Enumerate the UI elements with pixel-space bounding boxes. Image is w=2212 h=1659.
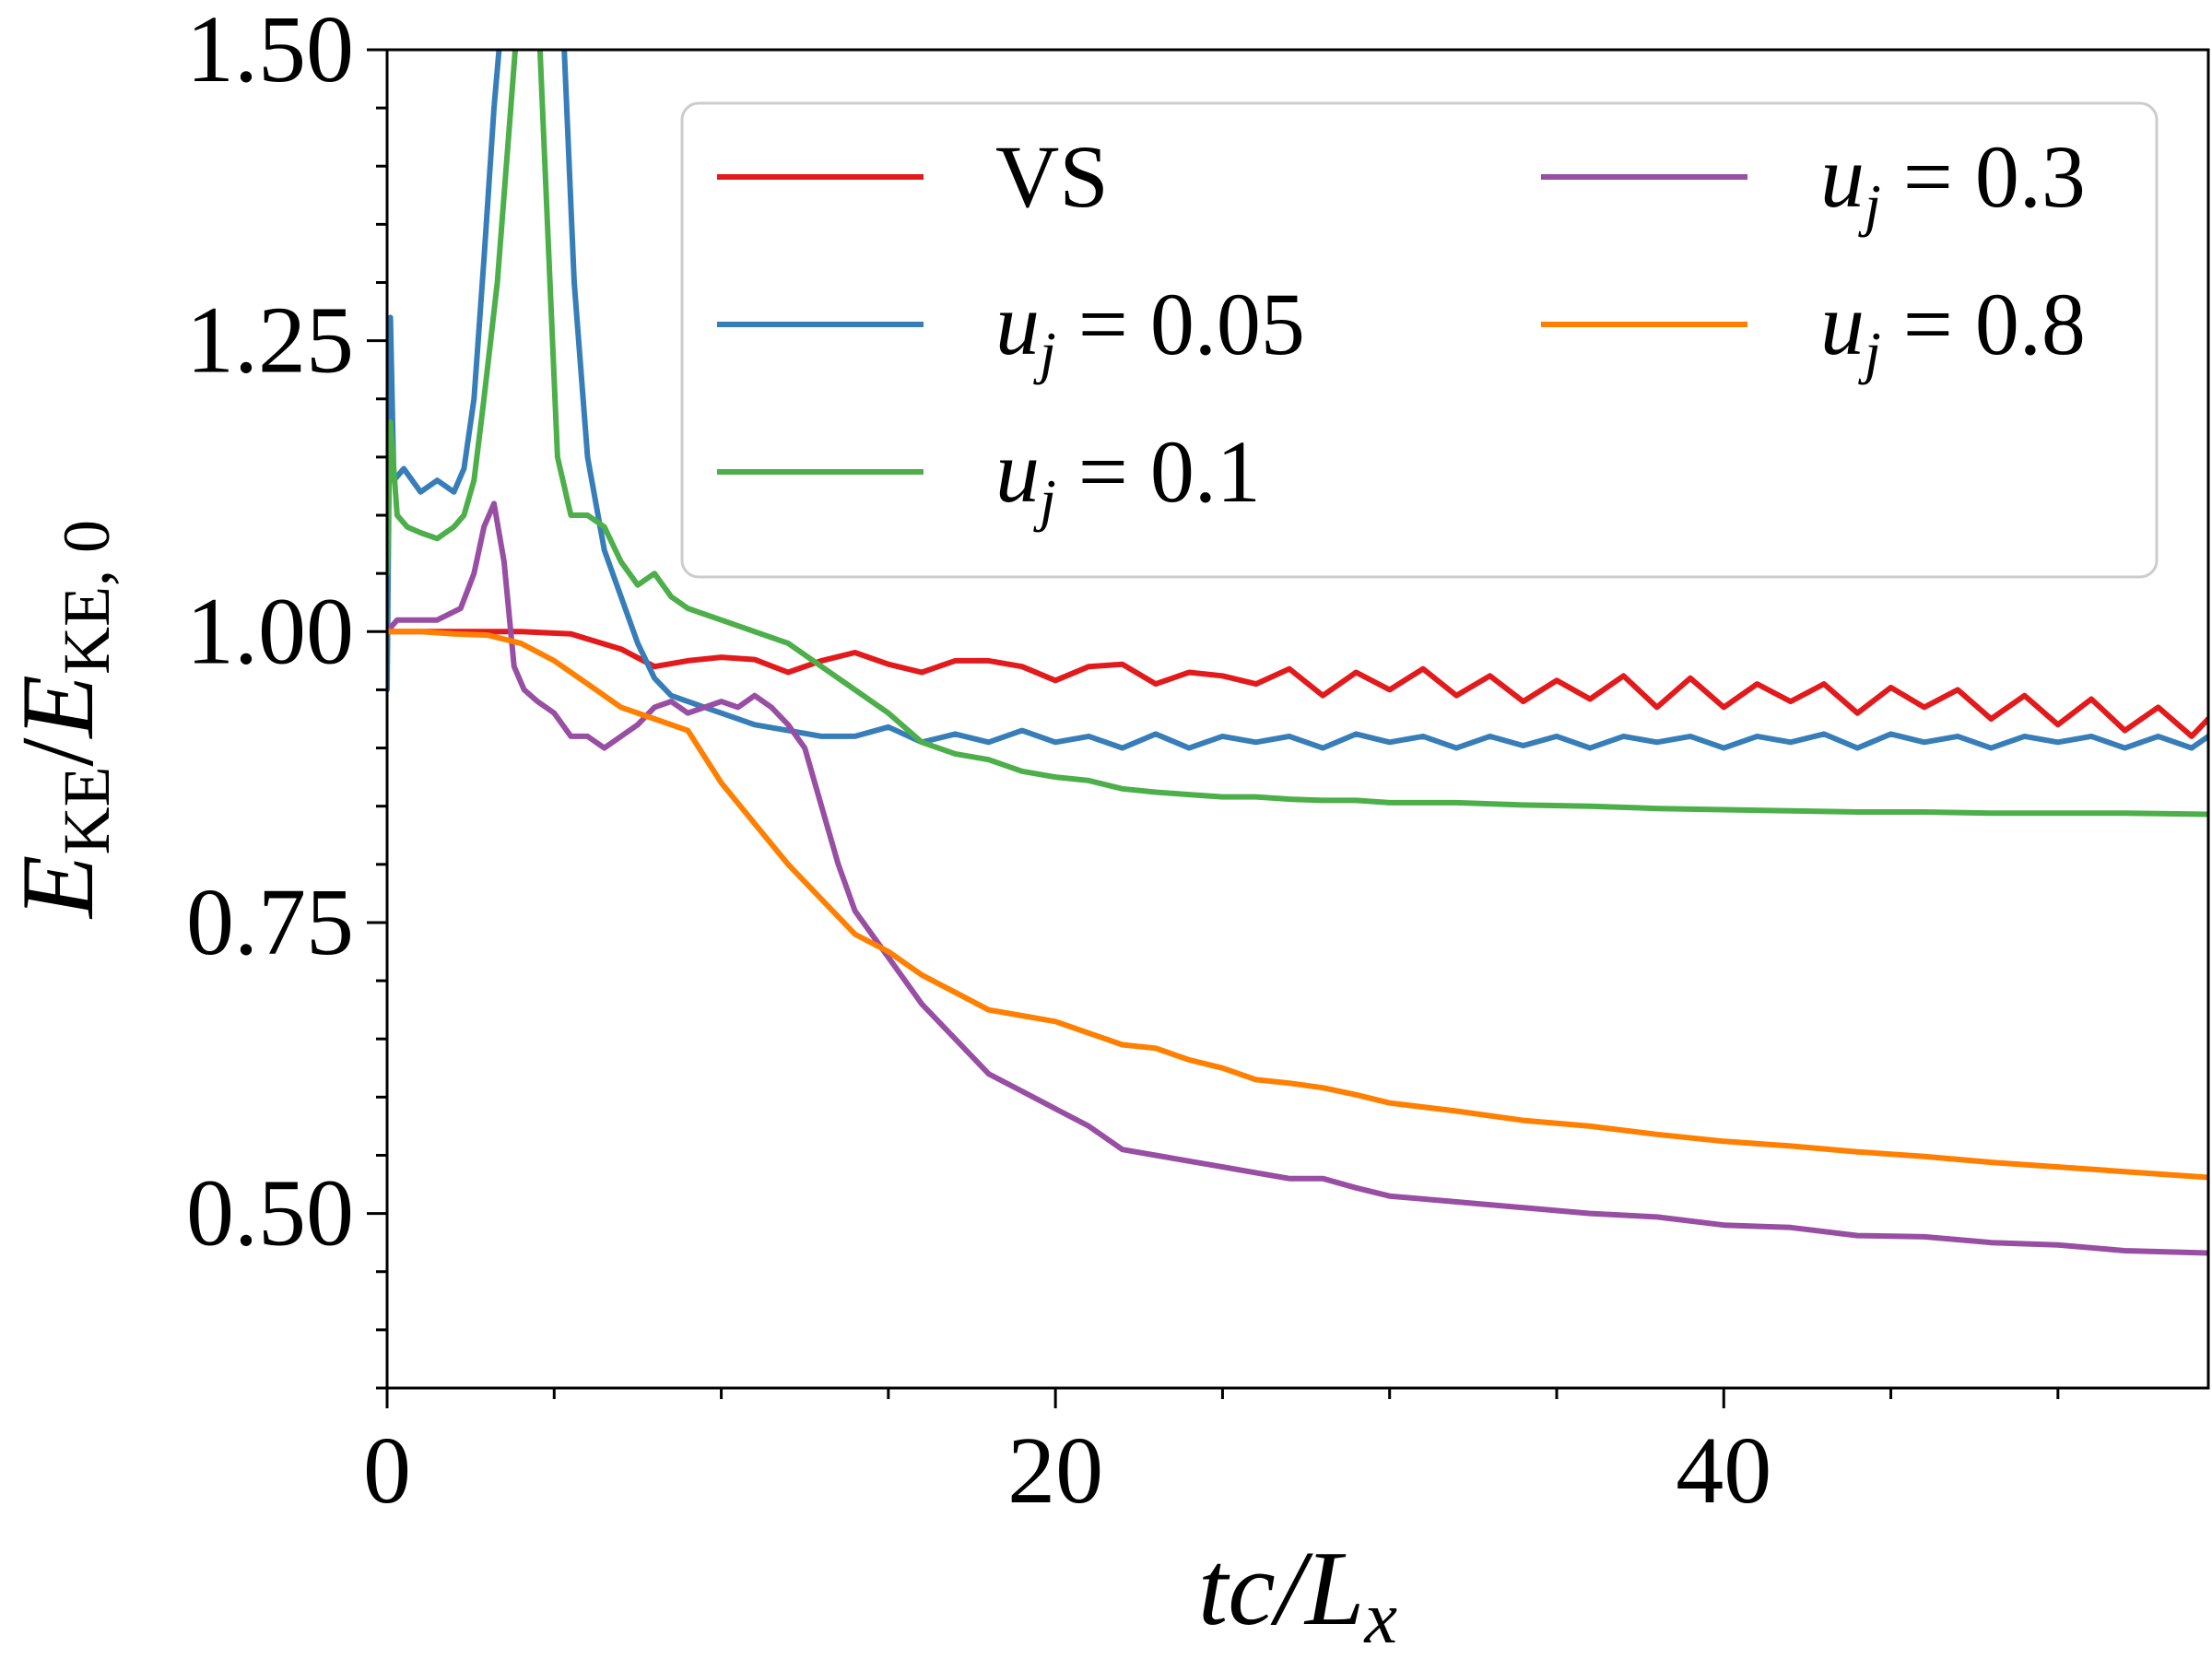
y-tick-label: 1.50	[186, 0, 354, 102]
x-label-sub: x	[1363, 1578, 1397, 1659]
series-line-vs	[387, 629, 2208, 739]
tick-layer: 0.50 0.75 1.00 1.25 1.50 0 20 40	[186, 0, 2060, 1524]
legend-entry-uj-08: uj = 0.8	[1541, 275, 2086, 385]
series-line-u-j-0-8	[387, 629, 2208, 1181]
series-line-u-j-0-1	[387, 50, 2208, 818]
y-label-den-sub: KE, 0	[50, 520, 124, 675]
series-layer	[387, 50, 2208, 1256]
legend-box	[680, 101, 2159, 579]
series-line-u-j-0-05	[387, 50, 2208, 751]
y-tick-label: 0.50	[186, 1160, 354, 1266]
legend-label-uj-01: uj = 0.1	[995, 422, 1261, 533]
x-tick-label: 40	[1676, 1418, 1771, 1524]
legend: VS uj = 0.05 uj = 0.1 uj = 0.3 uj = 0.8	[680, 101, 2159, 579]
legend-entry-uj-01: uj = 0.1	[717, 422, 1261, 533]
x-label-main: tc/L	[1198, 1530, 1364, 1648]
legend-label-uj-005: uj = 0.05	[995, 275, 1305, 385]
legend-entry-uj-03: uj = 0.3	[1541, 127, 2086, 238]
y-label-num-sub: KE	[50, 767, 124, 855]
legend-label-uj-03: uj = 0.3	[1820, 127, 2086, 238]
axes-frame	[385, 48, 2210, 1390]
legend-label-uj-08: uj = 0.8	[1820, 275, 2086, 385]
x-axis-label: tc/Lx	[1198, 1530, 1397, 1659]
series-line-u-j-0-3	[387, 500, 2208, 1256]
legend-entry-uj-005: uj = 0.05	[717, 275, 1305, 385]
y-label-num: E	[1, 855, 115, 920]
y-tick-label: 1.25	[186, 288, 354, 394]
legend-label-vs: VS	[995, 127, 1109, 226]
y-tick-label: 1.00	[186, 578, 354, 684]
y-axis-label: EKE/EKE, 0	[1, 520, 124, 920]
x-tick-label: 0	[363, 1418, 411, 1524]
x-tick-label: 20	[1007, 1418, 1103, 1524]
y-tick-label: 0.75	[186, 869, 354, 975]
legend-entry-vs: VS	[717, 127, 1109, 226]
y-label-den: E	[1, 675, 115, 739]
